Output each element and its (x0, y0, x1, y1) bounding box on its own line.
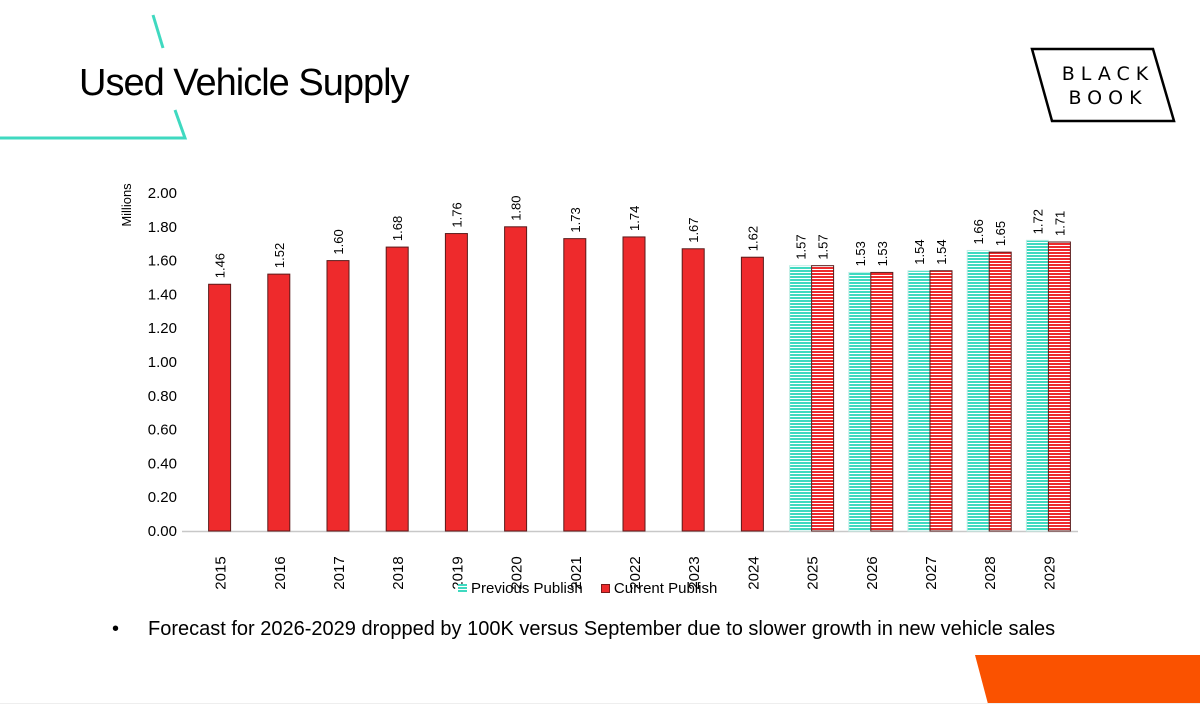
x-tick-label: 2028 (982, 556, 999, 589)
data-label: 1.52 (272, 243, 287, 268)
x-tick-label: 2015 (213, 556, 230, 589)
legend-swatch-previous (458, 584, 467, 593)
bar-current-publish (740, 256, 764, 532)
black-book-logo-frame (1030, 47, 1176, 123)
bullet-text: Forecast for 2026-2029 dropped by 100K v… (148, 618, 1056, 640)
bar-current-publish (811, 265, 835, 532)
data-label: 1.53 (853, 241, 868, 266)
y-tick-label: 1.60 (148, 253, 177, 270)
bar-current-publish (385, 246, 409, 532)
data-label: 1.62 (745, 226, 760, 251)
bar-current-publish (988, 251, 1012, 532)
data-label: 1.67 (686, 217, 701, 242)
y-tick-label: 0.80 (148, 388, 177, 405)
x-tick-label: 2022 (627, 556, 644, 589)
y-tick-label: 0.40 (148, 455, 177, 472)
bar-current-publish (267, 273, 291, 532)
data-label: 1.65 (993, 221, 1008, 246)
teal-accent-decoration (0, 14, 188, 140)
bar-current-publish (929, 270, 953, 532)
legend-item-previous-publish: Previous Publish (458, 580, 583, 597)
data-label: 1.68 (390, 216, 405, 241)
data-label: 1.72 (1030, 209, 1045, 234)
data-label: 1.53 (875, 241, 890, 266)
page-title: Used Vehicle Supply (79, 62, 410, 104)
data-label: 1.54 (912, 239, 927, 264)
x-tick-label: 2016 (272, 556, 289, 589)
y-tick-label: 1.00 (148, 354, 177, 371)
legend-label-current: Current Publish (613, 580, 718, 597)
data-label: 1.60 (331, 229, 346, 254)
y-tick-label: 2.00 (148, 185, 177, 202)
data-label: 1.73 (568, 207, 583, 232)
data-label: 1.80 (509, 195, 524, 220)
x-tick-label: 2019 (449, 556, 466, 589)
bar-current-publish (622, 236, 646, 532)
data-label: 1.57 (794, 234, 809, 259)
bullet-glyph: • (112, 618, 120, 640)
y-tick-label: 1.20 (148, 320, 177, 337)
data-label: 1.76 (449, 202, 464, 227)
y-axis-label: Millions (119, 183, 134, 227)
x-tick-label: 2027 (923, 556, 940, 589)
logo-line-1: BLACK (1061, 63, 1155, 85)
data-label: 1.54 (934, 239, 949, 264)
data-label: 1.57 (816, 234, 831, 259)
y-tick-label: 1.80 (148, 219, 177, 236)
bar-current-publish (563, 238, 587, 532)
bar-current-publish (326, 260, 350, 532)
data-label: 1.66 (971, 219, 986, 244)
data-label: 1.46 (213, 253, 228, 278)
data-label: 1.71 (1052, 211, 1067, 236)
x-tick-label: 2018 (390, 556, 407, 589)
bar-current-publish (444, 233, 468, 532)
bar-current-publish (1047, 241, 1071, 532)
logo-line-2: BOOK (1068, 87, 1148, 109)
footer-divider (0, 703, 1200, 704)
x-tick-label: 2017 (331, 556, 348, 589)
x-tick-label: 2023 (686, 556, 703, 589)
legend-label-previous: Previous Publish (471, 580, 583, 597)
x-tick-label: 2025 (805, 556, 822, 589)
x-tick-label: 2020 (509, 556, 526, 589)
y-tick-label: 1.40 (148, 286, 177, 303)
bar-current-publish (681, 248, 705, 532)
data-label: 1.74 (627, 206, 642, 231)
y-tick-label: 0.20 (148, 489, 177, 506)
y-tick-label: 0.60 (148, 422, 177, 439)
bar-current-publish (504, 226, 528, 532)
x-tick-label: 2021 (568, 556, 585, 589)
orange-accent-shape (975, 655, 1200, 704)
legend-item-current-publish: Current Publish (600, 580, 718, 597)
y-tick-label: 0.00 (148, 523, 177, 540)
x-tick-label: 2029 (1041, 556, 1058, 589)
x-tick-label: 2026 (864, 556, 881, 589)
bar-current-publish (208, 283, 232, 532)
chart-legend: Previous Publish Current Publish (458, 580, 731, 597)
bar-current-publish (870, 271, 894, 532)
x-tick-label: 2024 (745, 556, 762, 589)
teal-accent-line-top (151, 14, 165, 49)
legend-swatch-current (600, 584, 610, 593)
black-book-logo: BLACK BOOK (1058, 62, 1158, 110)
bullet-point: • Forecast for 2026-2029 dropped by 100K … (112, 618, 1055, 641)
teal-accent-line-bottom (0, 109, 188, 140)
